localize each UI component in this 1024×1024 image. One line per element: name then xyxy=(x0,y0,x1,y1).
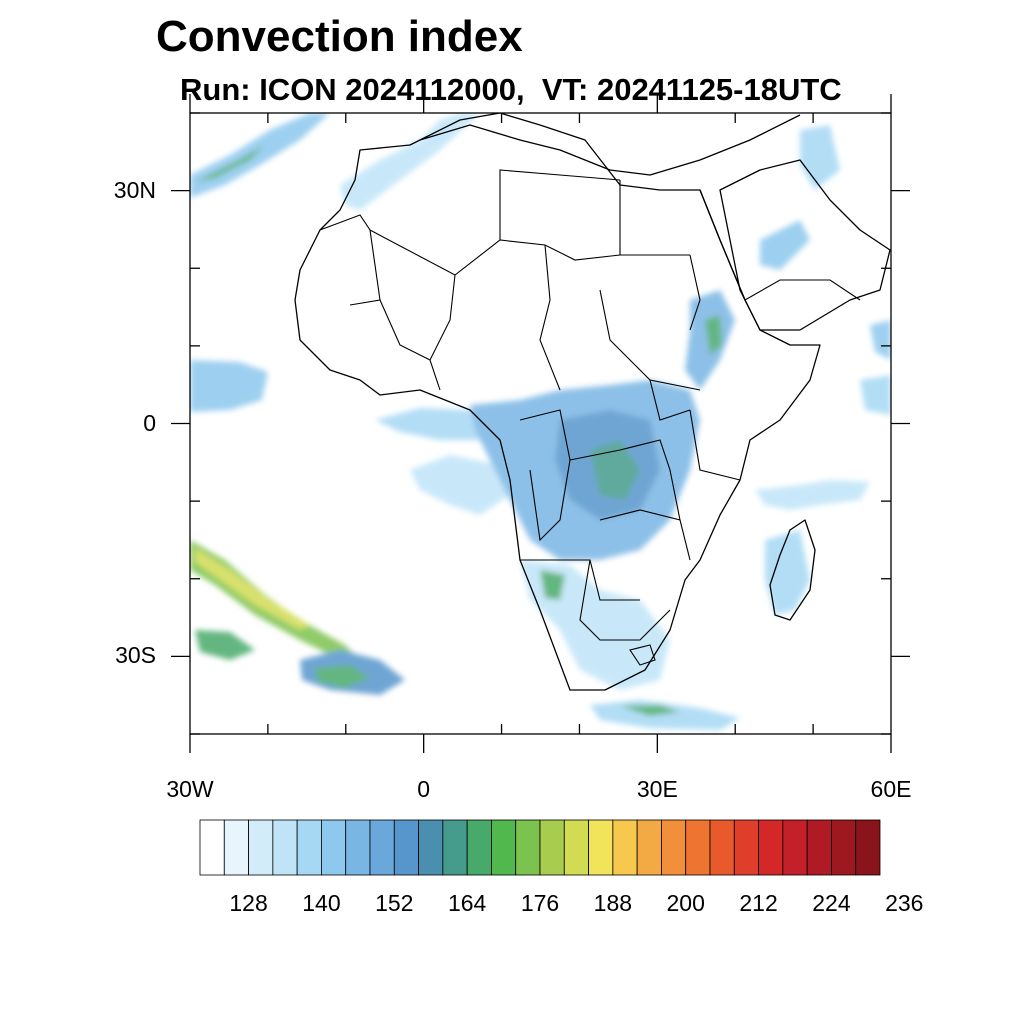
colorbar-swatch xyxy=(199,819,225,876)
colorbar-swatch xyxy=(418,819,444,876)
colorbar-swatch xyxy=(733,819,759,876)
africa-coastline xyxy=(294,113,821,691)
colorbar-swatch xyxy=(709,819,735,876)
colorbar-swatch xyxy=(661,819,687,876)
colorbar-label: 236 xyxy=(885,890,924,916)
arabia-coast xyxy=(719,159,891,331)
colorbar-swatch xyxy=(831,819,857,876)
colorbar-swatch xyxy=(393,819,419,876)
lon-tick-label: 0 xyxy=(417,776,431,802)
colorbar-swatch xyxy=(758,819,784,876)
field-west-atlantic xyxy=(190,360,268,412)
colorbar-swatch xyxy=(612,819,638,876)
colorbar-swatch xyxy=(442,819,468,876)
lat-tick-label: 30S xyxy=(115,642,156,669)
colorbar-swatch xyxy=(345,819,371,876)
colorbar-label: 224 xyxy=(812,890,851,916)
lon-tick-label: 30E xyxy=(636,776,678,802)
colorbar-label: 212 xyxy=(739,890,778,916)
colorbar-swatch xyxy=(636,819,662,876)
colorbar-label: 200 xyxy=(666,890,705,916)
colorbar-label: 176 xyxy=(520,890,560,916)
colorbar-swatch xyxy=(296,819,322,876)
field-southern-ocean xyxy=(195,630,255,660)
colorbar-swatch xyxy=(321,819,347,876)
colorbar-swatch xyxy=(491,819,517,876)
field-ne-atlantic xyxy=(190,113,330,198)
colorbar-swatch xyxy=(855,819,881,876)
colorbar-swatch xyxy=(369,819,395,876)
lat-tick-label: 30N xyxy=(113,176,156,203)
colorbar-swatch xyxy=(539,819,565,876)
colorbar-swatch xyxy=(563,819,589,876)
colorbar-swatch xyxy=(223,819,249,876)
lat-tick-label: 0 xyxy=(143,409,156,436)
colorbar-swatch xyxy=(466,819,492,876)
colorbar xyxy=(199,819,881,876)
colorbar-swatch xyxy=(685,819,711,876)
axis-ticks xyxy=(171,94,910,753)
colorbar-label: 128 xyxy=(229,890,268,916)
chart-subtitle: Run: ICON 2024112000, VT: 20241125-18UTC xyxy=(180,72,842,107)
colorbar-swatch xyxy=(272,819,298,876)
colorbar-swatch xyxy=(248,819,274,876)
lon-tick-label: 60E xyxy=(870,776,912,802)
red-sea-coast xyxy=(699,189,746,301)
colorbar-swatch xyxy=(588,819,614,876)
madagascar-coast xyxy=(769,519,816,621)
lon-tick-label: 30W xyxy=(166,776,214,802)
colorbar-label: 188 xyxy=(593,890,633,916)
colorbar-label: 164 xyxy=(447,890,487,916)
coastlines xyxy=(294,113,891,691)
chart-title: Convection index xyxy=(156,12,523,61)
colorbar-label: 140 xyxy=(302,890,341,916)
colorbar-swatch xyxy=(806,819,832,876)
field-madagascar xyxy=(755,480,870,510)
colorbar-swatch xyxy=(782,819,808,876)
colorbar-label: 152 xyxy=(375,890,414,916)
field-sw-atlantic xyxy=(190,540,360,662)
mediterranean-coast xyxy=(419,114,801,176)
country-borders xyxy=(319,169,861,666)
colorbar-swatch xyxy=(515,819,541,876)
